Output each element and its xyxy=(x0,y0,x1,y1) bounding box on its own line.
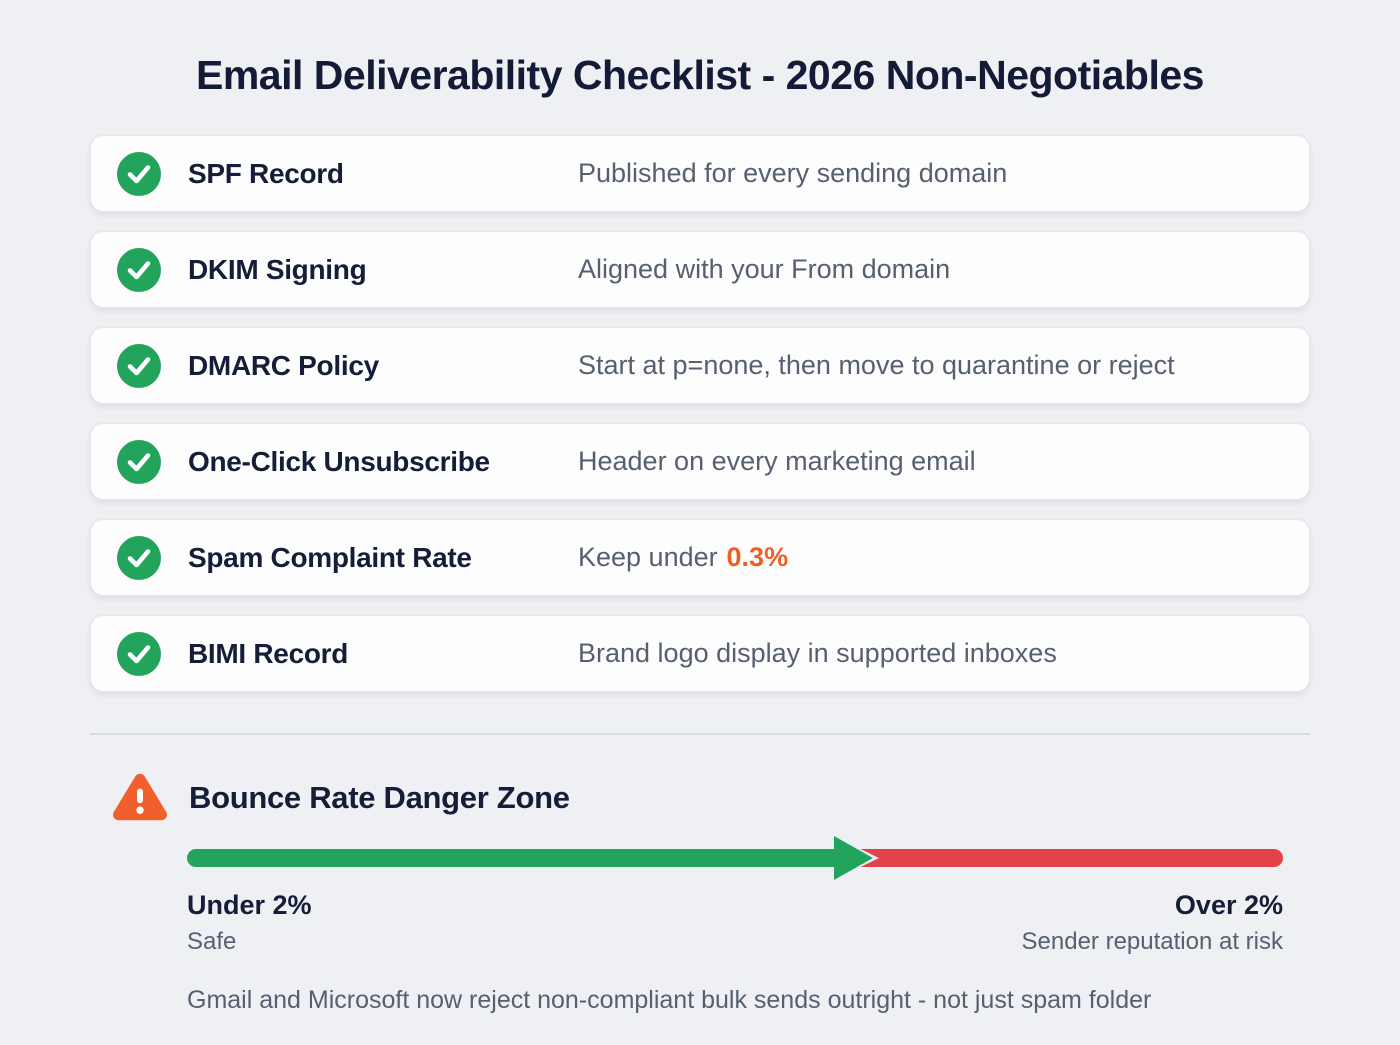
checklist-item-description: Start at p=none, then move to quarantine… xyxy=(578,350,1175,381)
safe-zone-bar xyxy=(187,849,839,867)
checklist-row-dkim: DKIM Signing Aligned with your From doma… xyxy=(90,231,1310,308)
gauge-labels: Under 2% Safe Over 2% Sender reputation … xyxy=(187,890,1283,956)
risk-zone-bar xyxy=(855,849,1283,867)
checklist-item-title: Spam Complaint Rate xyxy=(188,541,472,573)
check-circle-icon xyxy=(117,439,161,484)
danger-zone-heading: Bounce Rate Danger Zone xyxy=(189,779,570,815)
check-circle-icon xyxy=(117,535,161,580)
checklist-item-title: SPF Record xyxy=(188,157,344,189)
description-text: Header on every marketing email xyxy=(578,446,976,476)
checklist-row-unsubscribe: One-Click Unsubscribe Header on every ma… xyxy=(90,423,1310,500)
checklist-item-description: Keep under 0.3% xyxy=(578,542,788,573)
checklist-row-bimi: BIMI Record Brand logo display in suppor… xyxy=(90,615,1310,692)
checklist-item-description: Aligned with your From domain xyxy=(578,254,950,285)
description-text: Keep under xyxy=(578,542,718,572)
highlight-value: 0.3% xyxy=(726,542,789,572)
check-circle-icon xyxy=(117,247,161,292)
checklist-item-title: BIMI Record xyxy=(188,637,349,669)
risk-sublabel: Sender reputation at risk xyxy=(1021,928,1283,955)
under-threshold-label: Under 2% xyxy=(187,890,312,920)
section-divider xyxy=(90,733,1310,735)
checklist-row-spf: SPF Record Published for every sending d… xyxy=(90,135,1310,212)
check-circle-icon xyxy=(117,151,161,196)
description-text: Start at p=none, then move to quarantine… xyxy=(578,350,1175,380)
checklist-row-spam-rate: Spam Complaint Rate Keep under 0.3% xyxy=(90,519,1310,596)
checklist-item-description: Header on every marketing email xyxy=(578,446,976,477)
arrow-head-icon xyxy=(834,836,873,880)
checklist-item-title: One-Click Unsubscribe xyxy=(188,445,490,477)
checklist-item-description: Published for every sending domain xyxy=(578,158,1007,189)
footer-note: Gmail and Microsoft now reject non-compl… xyxy=(187,986,1152,1014)
gauge-label-right: Over 2% Sender reputation at risk xyxy=(1022,890,1283,956)
bounce-rate-gauge xyxy=(187,836,1283,880)
danger-zone-section: Bounce Rate Danger Zone Under 2% Safe Ov… xyxy=(90,771,1310,1015)
checklist-row-dmarc: DMARC Policy Start at p=none, then move … xyxy=(90,327,1310,404)
safe-sublabel: Safe xyxy=(187,928,237,955)
page-title: Email Deliverability Checklist - 2026 No… xyxy=(196,52,1204,98)
description-text: Published for every sending domain xyxy=(578,158,1008,188)
description-text: Aligned with your From domain xyxy=(578,254,951,284)
checklist-item-title: DKIM Signing xyxy=(188,253,367,285)
checklist-item-description: Brand logo display in supported inboxes xyxy=(578,638,1057,669)
warning-triangle-icon xyxy=(112,771,168,824)
gauge-label-left: Under 2% Safe xyxy=(187,890,312,956)
check-circle-icon xyxy=(117,343,161,388)
infographic-canvas: Email Deliverability Checklist - 2026 No… xyxy=(90,0,1310,1015)
checklist-item-title: DMARC Policy xyxy=(188,349,379,381)
danger-zone-header: Bounce Rate Danger Zone xyxy=(90,771,1310,824)
description-text: Brand logo display in supported inboxes xyxy=(578,638,1057,668)
check-circle-icon xyxy=(117,631,161,676)
over-threshold-label: Over 2% xyxy=(1174,890,1283,920)
checklist: SPF Record Published for every sending d… xyxy=(90,135,1310,692)
